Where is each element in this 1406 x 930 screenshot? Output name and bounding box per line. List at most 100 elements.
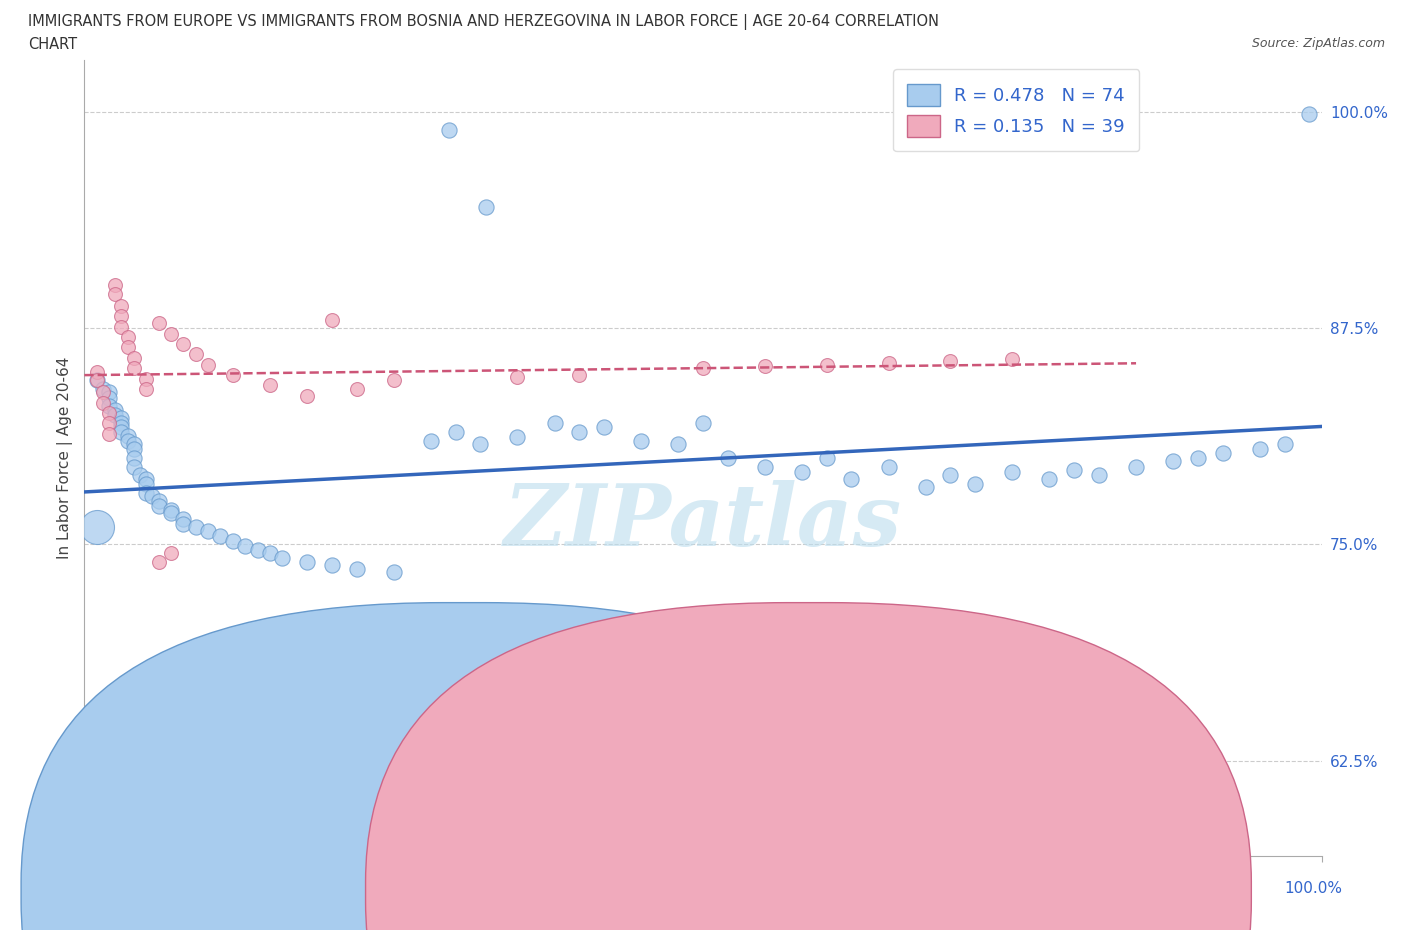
- Point: [98, 416, 121, 431]
- Point: [98, 405, 121, 420]
- Point: [98, 390, 121, 405]
- Point: [1001, 352, 1024, 367]
- Point: [295, 554, 318, 569]
- Text: ZIPatlas: ZIPatlas: [503, 480, 903, 564]
- Point: [148, 494, 170, 509]
- Point: [382, 565, 405, 579]
- Point: [86, 520, 108, 535]
- Point: [419, 433, 441, 448]
- Text: CHART: CHART: [28, 37, 77, 52]
- Point: [1187, 450, 1209, 465]
- Point: [172, 516, 194, 531]
- Point: [160, 502, 183, 517]
- Point: [568, 425, 591, 440]
- Point: [122, 450, 145, 465]
- Point: [382, 762, 405, 777]
- Point: [346, 561, 368, 576]
- Legend: R = 0.478   N = 74, R = 0.135   N = 39: R = 0.478 N = 74, R = 0.135 N = 39: [893, 70, 1139, 152]
- Point: [135, 381, 157, 396]
- Point: [692, 361, 714, 376]
- Point: [259, 546, 281, 561]
- Point: [160, 546, 183, 561]
- Point: [86, 365, 108, 379]
- Point: [197, 524, 219, 538]
- Point: [122, 361, 145, 376]
- Point: [135, 371, 157, 386]
- Point: [717, 450, 740, 465]
- Point: [184, 520, 207, 535]
- Point: [965, 476, 987, 491]
- Point: [104, 407, 127, 422]
- Point: [98, 385, 121, 400]
- Point: [148, 554, 170, 569]
- Point: [475, 200, 498, 215]
- Point: [1161, 454, 1184, 469]
- Text: Immigrants from Europe: Immigrants from Europe: [506, 881, 693, 896]
- Point: [1274, 437, 1296, 452]
- Point: [877, 355, 900, 370]
- Point: [122, 351, 145, 365]
- Point: [914, 480, 936, 495]
- Point: [122, 437, 145, 452]
- Text: 0.0%: 0.0%: [91, 881, 131, 896]
- Point: [110, 416, 132, 431]
- Point: [790, 464, 813, 479]
- Point: [122, 442, 145, 457]
- Point: [135, 485, 157, 500]
- Point: [321, 814, 343, 829]
- Text: IMMIGRANTS FROM EUROPE VS IMMIGRANTS FROM BOSNIA AND HERZEGOVINA IN LABOR FORCE : IMMIGRANTS FROM EUROPE VS IMMIGRANTS FRO…: [28, 14, 939, 30]
- Point: [104, 402, 127, 417]
- Point: [222, 367, 245, 382]
- Point: [1125, 459, 1147, 474]
- Point: [98, 426, 121, 441]
- Point: [506, 430, 529, 445]
- Point: [209, 528, 232, 543]
- Point: [172, 512, 194, 526]
- Point: [295, 389, 318, 404]
- Point: [1298, 107, 1320, 122]
- Point: [841, 472, 863, 486]
- Point: [110, 411, 132, 426]
- Point: [271, 551, 294, 565]
- Point: [86, 373, 108, 388]
- Point: [86, 814, 108, 829]
- Point: [321, 312, 343, 327]
- Point: [1001, 464, 1024, 479]
- Point: [172, 337, 194, 352]
- Point: [1249, 442, 1271, 457]
- Point: [91, 385, 114, 400]
- Point: [117, 428, 139, 443]
- Point: [117, 329, 139, 344]
- Point: [754, 359, 776, 374]
- Point: [110, 299, 132, 313]
- Point: [86, 373, 108, 388]
- Point: [754, 459, 776, 474]
- Point: [470, 437, 492, 452]
- Point: [543, 416, 565, 431]
- Point: [148, 316, 170, 331]
- Point: [1038, 472, 1060, 486]
- Point: [110, 425, 132, 440]
- Point: [160, 506, 183, 521]
- Point: [593, 419, 616, 434]
- Point: [815, 450, 838, 465]
- Point: [148, 499, 170, 514]
- Point: [692, 416, 714, 431]
- Point: [439, 122, 461, 137]
- Point: [197, 357, 219, 372]
- Y-axis label: In Labor Force | Age 20-64: In Labor Force | Age 20-64: [58, 357, 73, 559]
- Point: [444, 425, 467, 440]
- Point: [877, 459, 900, 474]
- Point: [233, 538, 256, 553]
- Point: [141, 488, 163, 503]
- Point: [110, 309, 132, 324]
- Point: [939, 353, 962, 368]
- Point: [110, 419, 132, 434]
- Point: [222, 534, 245, 549]
- Point: [135, 472, 157, 486]
- Point: [104, 278, 127, 293]
- Point: [110, 319, 132, 334]
- Text: Immigrants from Bosnia and Herzegovina: Immigrants from Bosnia and Herzegovina: [844, 881, 1163, 896]
- Point: [160, 326, 183, 341]
- Point: [259, 378, 281, 392]
